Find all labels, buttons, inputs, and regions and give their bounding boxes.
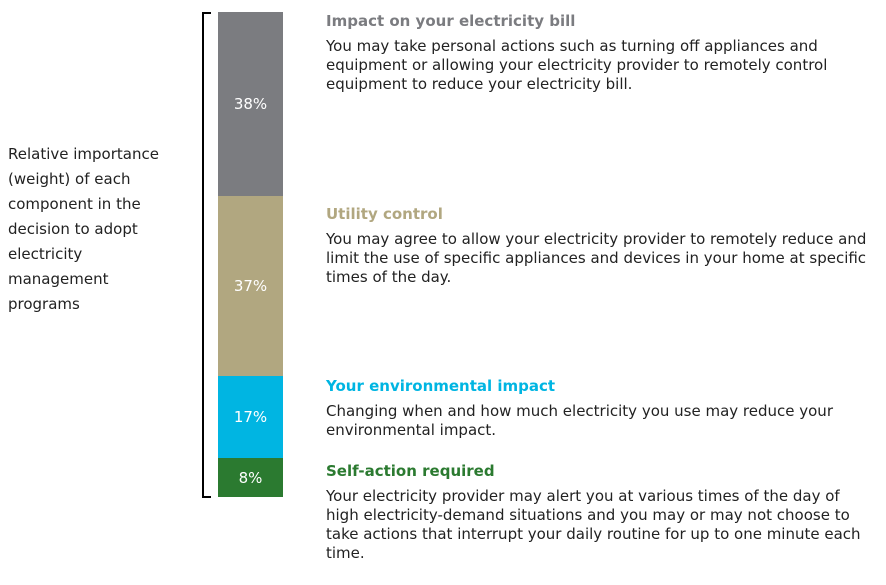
component-description: You may take personal actions such as tu… <box>326 37 828 93</box>
value-label: 8% <box>238 468 263 487</box>
bar-segment: 38% <box>218 12 283 197</box>
bracket <box>202 12 204 498</box>
component-title: Your environmental impact <box>326 377 556 395</box>
value-label: 17% <box>233 407 268 426</box>
axis-label: Relative importance (weight) of each com… <box>8 145 159 313</box>
bracket <box>202 12 211 14</box>
bar-segment: 8% <box>218 458 283 497</box>
component-title: Utility control <box>326 205 443 223</box>
component-description: You may agree to allow your electricity … <box>326 230 867 286</box>
value-label: 38% <box>233 95 268 114</box>
component-description: Changing when and how much electricity y… <box>326 402 833 439</box>
component-title: Self-action required <box>326 462 495 480</box>
bracket <box>202 496 211 498</box>
component-description: Your electricity provider may alert you … <box>326 487 861 562</box>
bar-segment: 17% <box>218 375 283 459</box>
bar-segment: 37% <box>218 196 283 376</box>
component-title: Impact on your electricity bill <box>326 12 576 30</box>
value-label: 37% <box>233 277 268 296</box>
